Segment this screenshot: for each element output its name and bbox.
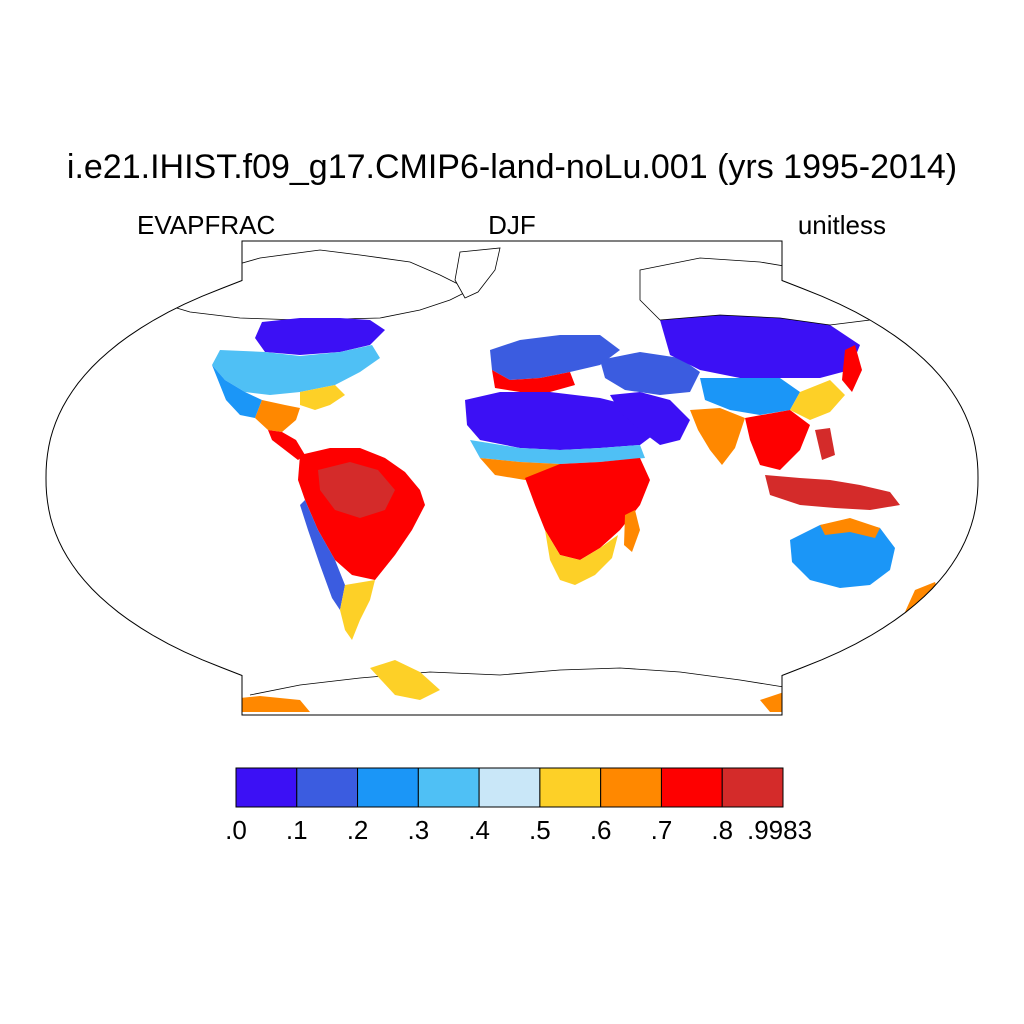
colorbar-tick-label: .5 <box>529 815 551 845</box>
sahel <box>470 440 645 464</box>
antarctic-peninsula <box>370 660 440 700</box>
north-america-boreal <box>255 318 385 355</box>
colorbar-swatch-4 <box>478 767 541 808</box>
map-title: i.e21.IHIST.f09_g17.CMIP6-land-noLu.001 … <box>66 148 958 186</box>
units-label: unitless <box>797 210 886 240</box>
siberia <box>660 315 860 378</box>
colorbar-tick-label: .6 <box>590 815 612 845</box>
greenland <box>454 247 501 299</box>
variable-label: EVAPFRAC <box>137 210 276 240</box>
colorbar-tick-label: .7 <box>651 815 673 845</box>
madagascar <box>624 510 640 552</box>
colorbar-tick-label: .3 <box>407 815 429 845</box>
colorbar-swatch-5 <box>539 767 602 808</box>
south-america-west-coast <box>300 500 345 610</box>
colorbar-swatch-0 <box>235 767 298 808</box>
southern-africa <box>545 530 618 585</box>
arabia <box>610 392 690 445</box>
sahara <box>465 392 660 450</box>
antarctica-outline <box>249 667 831 701</box>
north-america-southeast <box>300 385 345 410</box>
mexico <box>255 400 300 432</box>
middle-east <box>600 352 700 395</box>
colorbar-tick-label: .1 <box>286 815 308 845</box>
china <box>700 378 800 415</box>
north-america-west <box>212 365 262 418</box>
east-asia-coast <box>790 380 845 420</box>
colorbar-tick-label: .2 <box>347 815 369 845</box>
europe-mediterranean <box>492 370 575 392</box>
australia-north <box>820 518 880 538</box>
colorbar-swatch-8 <box>721 767 784 808</box>
colorbar-tick-label: .8 <box>711 815 733 845</box>
north-america-midlat <box>212 345 380 395</box>
season-label: DJF <box>488 210 536 240</box>
india <box>690 408 745 465</box>
australia-interior <box>790 520 895 588</box>
central-america <box>268 430 305 460</box>
colorbar-swatch-3 <box>417 767 480 808</box>
europe <box>490 335 620 380</box>
map-boundary <box>45 240 979 716</box>
southeast-asia <box>745 410 810 470</box>
indonesia <box>765 475 900 510</box>
japan <box>842 345 862 392</box>
colorbar-tick-label: .4 <box>468 815 490 845</box>
south-america-amazon-core <box>318 462 395 518</box>
colorbar-swatch-7 <box>660 767 723 808</box>
central-africa <box>525 458 650 560</box>
colorbar-tick-label: .0 <box>225 815 247 845</box>
colorbar-swatch-2 <box>357 767 419 808</box>
colorbar-tick-label: .9983 <box>747 815 812 845</box>
colorbar-swatch-6 <box>600 767 662 808</box>
philippines <box>815 428 835 460</box>
colorbar-swatch-1 <box>296 767 359 808</box>
south-america-south <box>340 580 375 640</box>
